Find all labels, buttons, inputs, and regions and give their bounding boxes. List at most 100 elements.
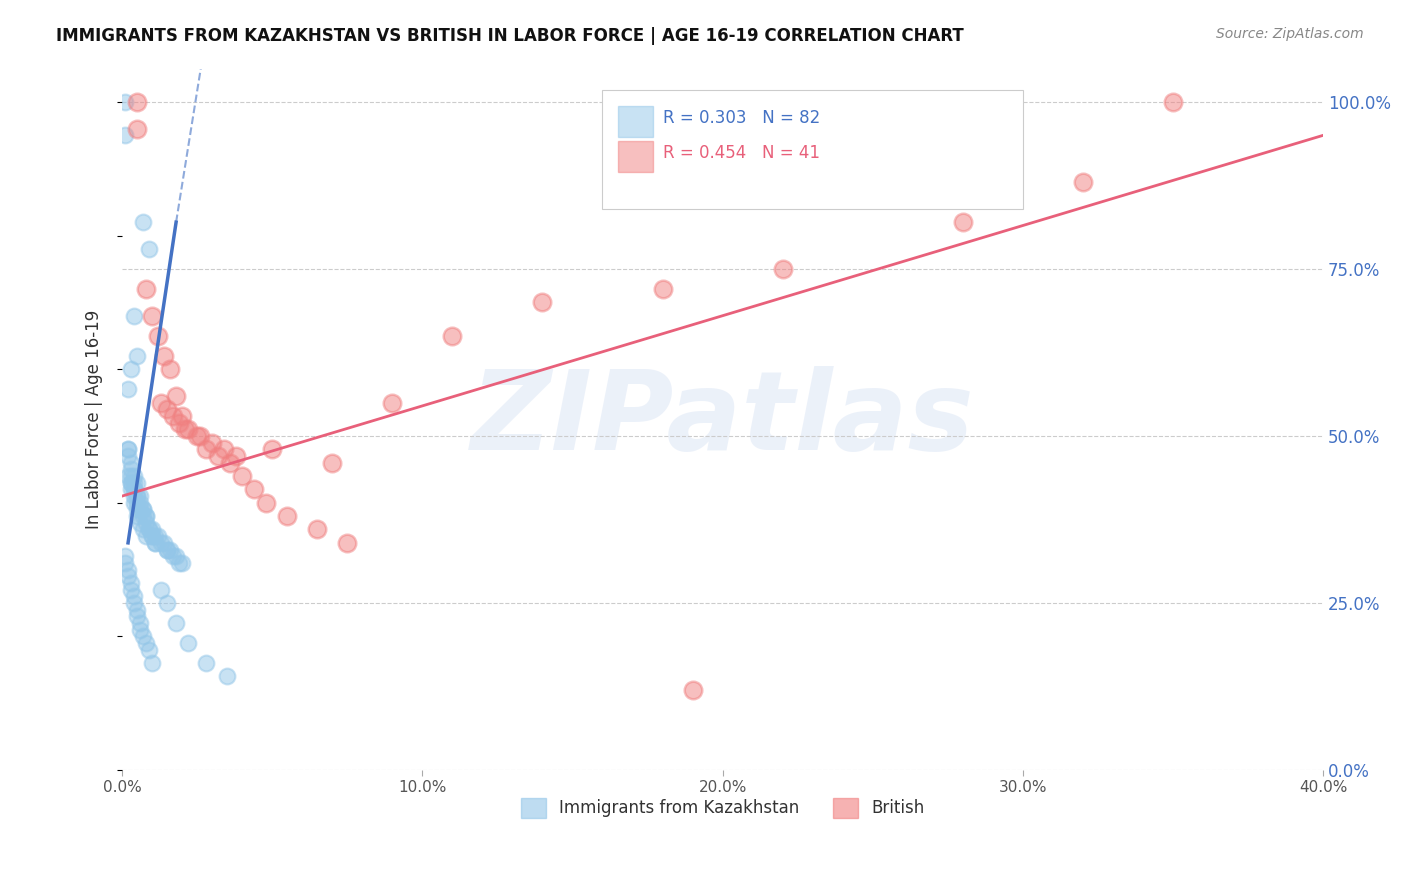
- Text: IMMIGRANTS FROM KAZAKHSTAN VS BRITISH IN LABOR FORCE | AGE 16-19 CORRELATION CHA: IMMIGRANTS FROM KAZAKHSTAN VS BRITISH IN…: [56, 27, 965, 45]
- Point: [120, 469, 142, 483]
- Point: [122, 596, 145, 610]
- Point: [262, 442, 284, 457]
- Point: [125, 602, 148, 616]
- Point: [217, 669, 239, 683]
- Point: [159, 542, 181, 557]
- Point: [207, 449, 229, 463]
- Point: [172, 409, 194, 423]
- Point: [132, 502, 155, 516]
- Point: [138, 523, 160, 537]
- Point: [146, 328, 169, 343]
- Point: [125, 489, 148, 503]
- Point: [141, 529, 163, 543]
- Legend: Immigrants from Kazakhstan, British: Immigrants from Kazakhstan, British: [515, 791, 931, 825]
- Point: [120, 576, 142, 591]
- FancyBboxPatch shape: [619, 105, 652, 136]
- Point: [150, 582, 173, 597]
- Point: [441, 328, 464, 343]
- Point: [125, 95, 148, 109]
- Point: [212, 442, 235, 457]
- Point: [307, 523, 329, 537]
- Point: [1071, 175, 1094, 189]
- Point: [219, 456, 242, 470]
- Point: [167, 416, 190, 430]
- Point: [132, 629, 155, 643]
- Point: [186, 429, 208, 443]
- Point: [156, 402, 179, 417]
- Point: [336, 536, 359, 550]
- Point: [122, 475, 145, 490]
- Point: [772, 262, 794, 277]
- Y-axis label: In Labor Force | Age 16-19: In Labor Force | Age 16-19: [86, 310, 103, 529]
- Point: [165, 389, 187, 403]
- Point: [114, 556, 136, 570]
- Point: [135, 509, 157, 524]
- Point: [125, 502, 148, 516]
- Point: [156, 542, 179, 557]
- Point: [117, 569, 139, 583]
- Point: [143, 529, 166, 543]
- Point: [122, 469, 145, 483]
- Point: [177, 636, 200, 650]
- Point: [114, 549, 136, 564]
- Point: [141, 656, 163, 670]
- Text: R = 0.303   N = 82: R = 0.303 N = 82: [662, 109, 820, 127]
- Point: [174, 422, 197, 436]
- Point: [122, 489, 145, 503]
- Point: [167, 556, 190, 570]
- Point: [172, 556, 194, 570]
- Point: [120, 475, 142, 490]
- Point: [120, 483, 142, 497]
- Point: [195, 442, 218, 457]
- Text: R = 0.454   N = 41: R = 0.454 N = 41: [662, 144, 820, 161]
- Point: [122, 483, 145, 497]
- Point: [225, 449, 247, 463]
- Point: [231, 469, 253, 483]
- Point: [135, 529, 157, 543]
- Point: [122, 589, 145, 603]
- Point: [165, 549, 187, 564]
- Point: [125, 496, 148, 510]
- Point: [120, 475, 142, 490]
- Point: [129, 516, 152, 530]
- Point: [651, 282, 673, 296]
- Point: [141, 309, 163, 323]
- Point: [135, 282, 157, 296]
- Point: [117, 469, 139, 483]
- Point: [141, 529, 163, 543]
- Point: [125, 349, 148, 363]
- Point: [135, 636, 157, 650]
- Point: [120, 462, 142, 476]
- Point: [125, 121, 148, 136]
- Point: [682, 682, 704, 697]
- Point: [120, 362, 142, 376]
- Point: [531, 295, 554, 310]
- Point: [159, 362, 181, 376]
- Text: ZIPatlas: ZIPatlas: [471, 366, 974, 473]
- Point: [117, 442, 139, 457]
- Point: [129, 615, 152, 630]
- Point: [125, 475, 148, 490]
- Point: [114, 95, 136, 109]
- Point: [150, 395, 173, 409]
- Point: [132, 502, 155, 516]
- Text: Source: ZipAtlas.com: Source: ZipAtlas.com: [1216, 27, 1364, 41]
- Point: [129, 496, 152, 510]
- Point: [952, 215, 974, 229]
- Point: [162, 409, 184, 423]
- Point: [243, 483, 266, 497]
- Point: [125, 509, 148, 524]
- Point: [153, 349, 176, 363]
- Point: [129, 489, 152, 503]
- Point: [129, 623, 152, 637]
- Point: [862, 95, 884, 109]
- Point: [188, 429, 211, 443]
- Point: [114, 128, 136, 143]
- Point: [117, 382, 139, 396]
- Point: [201, 435, 224, 450]
- Point: [143, 536, 166, 550]
- Point: [162, 549, 184, 564]
- Point: [132, 523, 155, 537]
- Point: [125, 609, 148, 624]
- Point: [141, 523, 163, 537]
